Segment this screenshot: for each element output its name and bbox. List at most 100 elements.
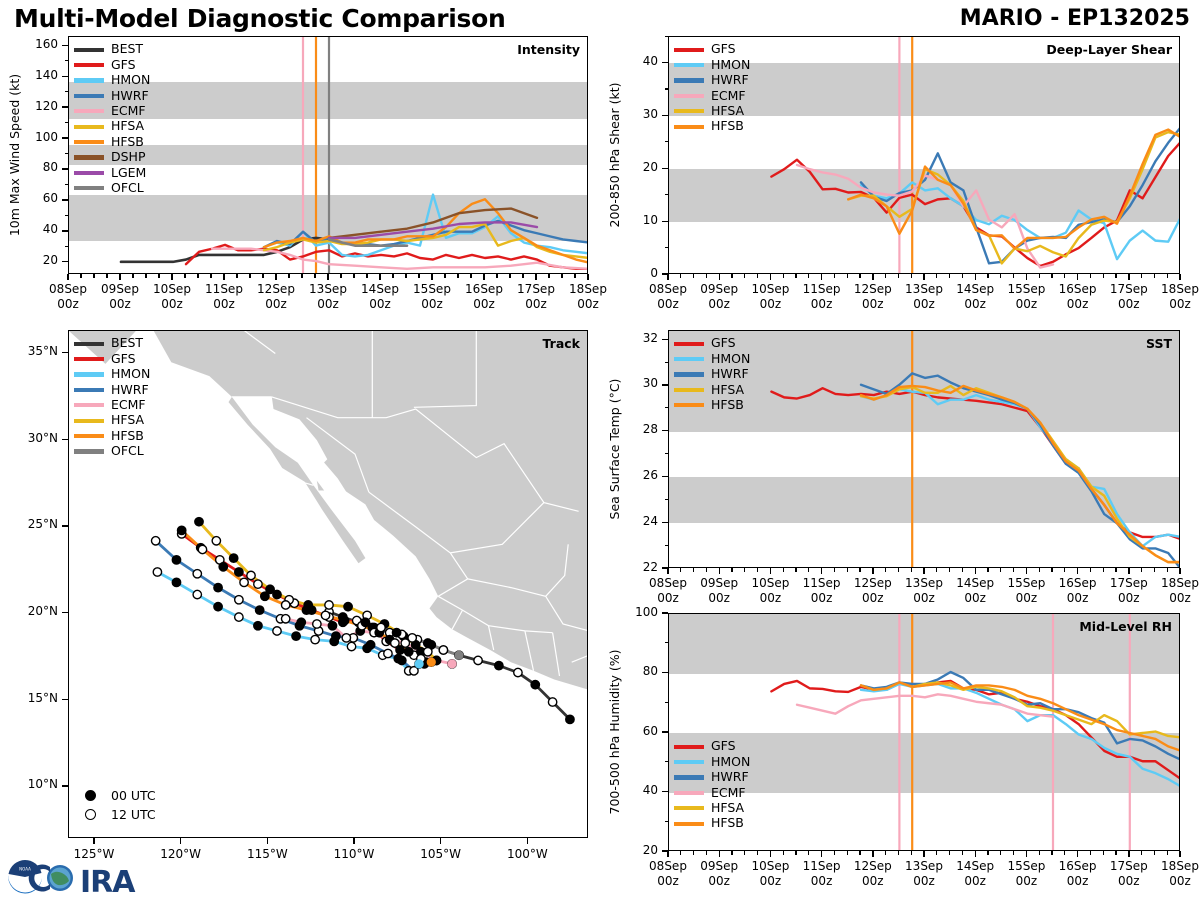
track-x-tick: [93, 838, 95, 844]
admin-border: [487, 625, 495, 651]
series-line-ecmf: [795, 693, 1055, 718]
x-tick-label: 17Sep: [1109, 859, 1148, 873]
legend-label: OFCL: [111, 443, 144, 459]
legend-swatch-hfsb: [674, 403, 704, 408]
x-tick: [1076, 568, 1079, 574]
track-x-tick-label: 105°W: [420, 847, 462, 861]
legend-label: HFSA: [711, 381, 745, 397]
x-minor-tick: [782, 851, 784, 855]
y-tick-label: 60: [642, 723, 658, 738]
x-minor-tick: [795, 851, 797, 855]
x-tick: [872, 851, 874, 857]
x-tick-label: 13Sep: [905, 576, 943, 590]
track-marker-00utc: [493, 660, 504, 671]
track-marker-00utc: [259, 591, 270, 602]
marker-00utc-icon: [85, 790, 96, 801]
y-tick-label: 80: [642, 664, 658, 678]
x-minor-tick: [808, 568, 810, 572]
sst-panel: [668, 330, 1180, 568]
x-minor-tick: [885, 851, 887, 855]
legend-item-ecmf: ECMF: [74, 104, 150, 119]
legend-label: HWRF: [111, 381, 149, 397]
legend-label: HWRF: [711, 769, 749, 785]
x-minor-tick: [1064, 851, 1066, 855]
y-tick: [662, 338, 668, 340]
x-tick: [769, 568, 772, 574]
y-tick-label: 120: [35, 98, 58, 113]
x-tick-label: 15Sep: [1007, 859, 1046, 873]
x-minor-tick: [184, 274, 186, 278]
legend-item-hfsa: HFSA: [74, 119, 150, 134]
x-tick-label: 12Sep: [853, 282, 892, 296]
x-tick-sublabel: 00z: [57, 297, 79, 311]
x-minor-tick: [833, 274, 835, 278]
x-tick-label: 14Sep: [956, 576, 995, 590]
x-minor-tick: [1089, 851, 1091, 855]
x-minor-tick: [744, 851, 746, 855]
x-tick: [923, 274, 925, 280]
track-marker-12utc: [246, 570, 256, 581]
track-x-tick-label: 120°W: [160, 847, 202, 861]
track-marker-00utc: [265, 584, 275, 595]
admin-border: [545, 595, 587, 631]
shaded-band: [669, 733, 1179, 793]
x-minor-tick: [1153, 851, 1155, 855]
x-minor-tick: [561, 274, 563, 278]
x-minor-tick: [1153, 274, 1155, 278]
x-minor-tick: [1141, 274, 1143, 278]
legend-swatch-hmon: [674, 356, 704, 362]
admin-border: [371, 331, 373, 418]
track-x-tick: [179, 838, 182, 844]
axis-label-rh-panel: 700-500 hPa Humidity (%): [607, 649, 622, 815]
track-marker-00utc: [530, 679, 541, 690]
y-minor-tick: [664, 141, 668, 143]
panel-title-rh-panel: Mid-Level RH: [1079, 619, 1172, 634]
track-endpoint-hfsb: [426, 657, 436, 667]
legend-swatch-ecmf: [74, 403, 104, 408]
track-marker-00utc: [331, 631, 341, 642]
x-tick-sublabel: 00z: [213, 297, 235, 311]
legend-swatch-hmon: [74, 78, 104, 83]
track-marker-12utc: [239, 577, 249, 588]
x-minor-tick: [757, 274, 759, 278]
legend-item-ecmf: ECMF: [674, 88, 750, 103]
x-minor-tick: [731, 274, 733, 278]
x-minor-tick: [987, 851, 989, 855]
legend-item-ofcl: OFCL: [74, 181, 150, 196]
track-x-tick-label: 115°W: [246, 847, 288, 861]
legend-item-best: BEST: [74, 336, 150, 351]
x-minor-tick: [1153, 568, 1155, 572]
track-marker-00utc: [301, 605, 312, 616]
landmass-mainland: [69, 331, 587, 690]
x-tick-sublabel: 00z: [657, 591, 679, 605]
x-tick-label: 10Sep: [153, 282, 191, 296]
x-tick-sublabel: 00z: [1118, 874, 1140, 888]
legend-item-hwrf: HWRF: [674, 73, 750, 88]
y-minor-tick: [64, 183, 68, 186]
legend-label: HWRF: [711, 72, 749, 88]
x-minor-tick: [1141, 568, 1143, 572]
x-tick-label: 12Sep: [257, 282, 295, 296]
x-tick-sublabel: 00z: [161, 297, 183, 311]
legend-swatch-hmon: [674, 759, 704, 765]
x-tick-sublabel: 00z: [369, 297, 391, 311]
x-minor-tick: [1038, 851, 1040, 855]
x-tick: [1179, 274, 1181, 280]
legend-swatch-hfsb: [674, 124, 704, 129]
legend-swatch-ecmf: [674, 790, 704, 795]
series-line-ecmf: [210, 247, 587, 271]
track-marker-00utc: [291, 631, 301, 642]
legend-label: BEST: [111, 41, 144, 57]
legend-item-ecmf: ECMF: [74, 398, 150, 413]
legend-label: HFSB: [711, 815, 744, 831]
x-tick-sublabel: 00z: [964, 874, 986, 888]
legend-item-hfsb: HFSB: [74, 134, 150, 149]
x-minor-tick: [93, 274, 95, 278]
legend-swatch-hfsa: [74, 418, 104, 423]
legend-label: OFCL: [111, 179, 144, 195]
track-marker-00utc: [343, 601, 353, 612]
track-marker-00utc: [254, 605, 265, 616]
legend-label: ECMF: [711, 784, 746, 800]
x-minor-tick: [340, 274, 342, 278]
x-minor-tick: [936, 851, 938, 855]
